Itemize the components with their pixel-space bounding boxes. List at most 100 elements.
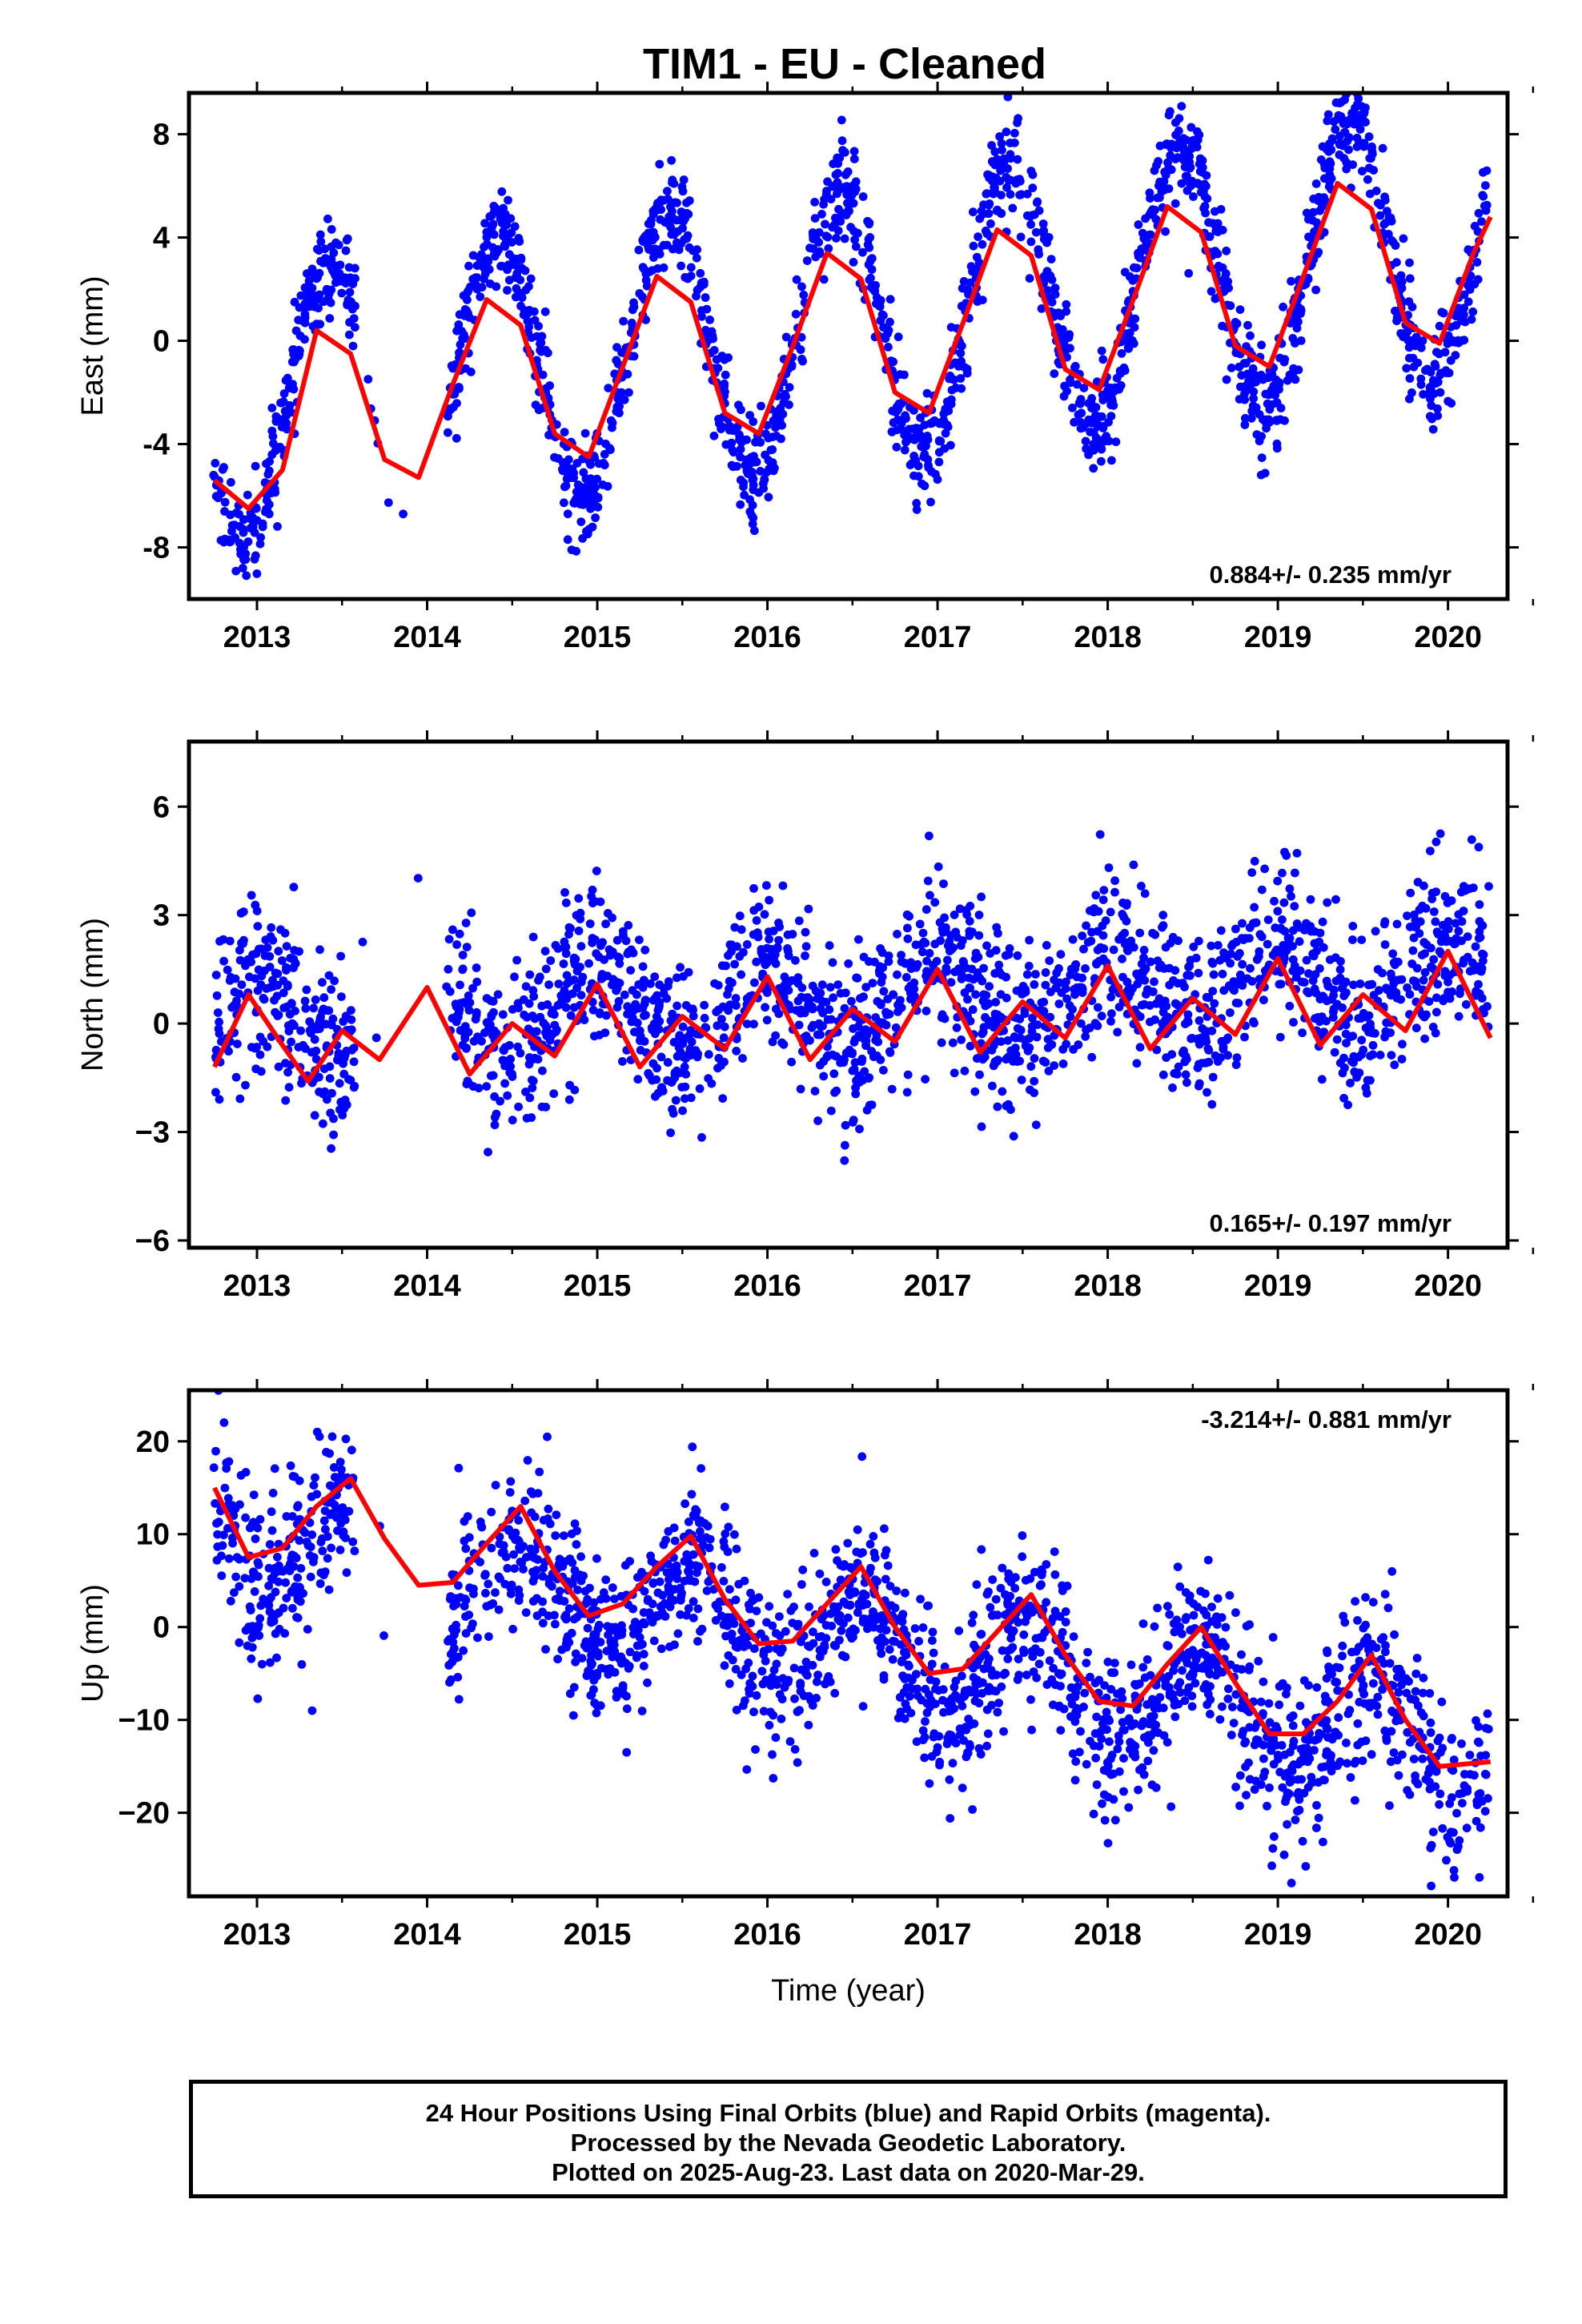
north-data-point <box>263 1042 272 1051</box>
north-data-point <box>284 1083 294 1092</box>
north-data-point <box>572 967 582 975</box>
north-data-point <box>861 1032 870 1041</box>
east-data-point <box>615 402 624 411</box>
north-data-point <box>974 911 984 919</box>
north-data-point <box>1068 1005 1077 1014</box>
north-data-point <box>966 1016 975 1026</box>
up-data-point <box>1353 1740 1363 1750</box>
east-data-point <box>1314 247 1323 257</box>
east-data-point <box>589 489 599 499</box>
north-data-point <box>1054 964 1063 973</box>
up-data-point <box>697 1464 705 1473</box>
north-data-point <box>283 1068 292 1077</box>
north-data-point <box>1006 1046 1016 1055</box>
east-data-point <box>1251 377 1261 387</box>
north-data-point <box>808 981 817 991</box>
east-data-point <box>472 273 480 283</box>
east-data-point <box>1110 387 1119 396</box>
up-data-point <box>235 1582 244 1591</box>
north-data-point <box>840 1156 849 1165</box>
east-data-point <box>1223 277 1233 286</box>
north-data-point <box>1364 1011 1374 1020</box>
up-data-point <box>732 1705 741 1715</box>
up-data-point <box>1025 1601 1034 1610</box>
up-data-point <box>954 1626 964 1635</box>
north-data-point <box>1462 999 1471 1009</box>
east-data-point <box>995 176 1005 186</box>
up-data-point <box>1142 1655 1152 1664</box>
east-data-point <box>342 235 351 245</box>
north-data-point <box>841 1120 850 1130</box>
north-data-point <box>1167 1050 1177 1059</box>
up-data-point <box>1119 1754 1128 1763</box>
east-data-point <box>656 215 665 224</box>
up-data-point <box>1014 1618 1023 1627</box>
east-data-point <box>682 208 692 218</box>
north-data-point <box>311 1046 321 1055</box>
north-data-point <box>1339 1053 1348 1063</box>
east-data-point <box>876 316 885 325</box>
north-data-point <box>1357 935 1367 944</box>
north-data-point <box>279 976 288 985</box>
up-data-point <box>768 1750 777 1759</box>
north-data-point <box>1363 1076 1372 1085</box>
up-data-point <box>1397 1680 1406 1690</box>
x-tick-label: 2019 <box>1244 1269 1312 1303</box>
east-axis-label: East (mm) <box>76 275 110 416</box>
north-data-point <box>1204 1057 1214 1067</box>
north-data-point <box>761 1003 769 1012</box>
up-data-point <box>1235 1801 1244 1811</box>
east-data-point <box>1182 155 1191 165</box>
up-data-point <box>885 1582 895 1590</box>
north-data-point <box>939 879 948 888</box>
up-data-point <box>856 1549 865 1558</box>
east-data-point <box>504 250 514 259</box>
east-data-point <box>582 527 591 536</box>
north-data-point <box>666 1016 676 1025</box>
north-data-point <box>1050 1061 1059 1070</box>
east-data-point <box>345 287 355 297</box>
north-data-point <box>489 1007 498 1017</box>
east-data-point <box>1038 219 1048 228</box>
panel-east: 2013 2014 2015 2016 2017 2018 2019 2020-8-4048E… <box>76 82 1535 654</box>
up-data-point <box>837 1626 846 1635</box>
north-data-point <box>1180 983 1189 991</box>
east-data-point <box>1079 384 1089 392</box>
east-data-point <box>885 317 894 327</box>
north-data-point <box>1170 1068 1180 1078</box>
north-data-point <box>1120 928 1130 938</box>
north-data-point <box>1122 901 1131 910</box>
north-data-point <box>848 1118 857 1127</box>
up-data-point <box>689 1597 698 1606</box>
north-data-point <box>1380 940 1390 949</box>
east-data-point <box>1430 360 1439 369</box>
north-data-point <box>650 972 660 981</box>
north-data-point <box>854 935 863 944</box>
east-data-point <box>540 307 550 316</box>
north-data-point <box>1388 985 1398 994</box>
north-data-point <box>1331 953 1340 963</box>
east-data-point <box>295 303 304 312</box>
east-data-point <box>348 341 358 351</box>
east-data-point <box>1134 251 1143 261</box>
up-data-point <box>1178 1666 1186 1675</box>
east-data-point <box>696 268 705 278</box>
north-data-point <box>994 960 1004 970</box>
east-data-point <box>214 493 223 503</box>
east-data-point <box>749 480 758 489</box>
east-data-point <box>497 187 507 196</box>
north-data-point <box>1270 896 1279 906</box>
up-data-point <box>1314 1813 1323 1823</box>
east-data-point <box>491 203 500 213</box>
north-data-point <box>1431 837 1441 846</box>
north-data-point <box>817 980 827 990</box>
north-data-point <box>627 1017 636 1027</box>
up-data-point <box>1018 1552 1027 1562</box>
north-data-point <box>937 1038 946 1047</box>
north-data-point <box>943 955 952 965</box>
north-data-point <box>640 945 650 955</box>
east-data-point <box>1279 302 1287 312</box>
north-data-point <box>685 1044 695 1054</box>
east-data-point <box>468 251 478 260</box>
north-data-point <box>315 945 324 955</box>
